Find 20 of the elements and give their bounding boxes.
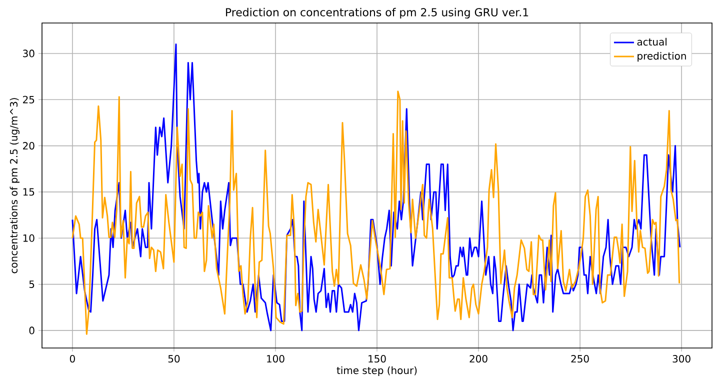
line-series — [72, 90, 680, 335]
y-tick-label: 10 — [23, 234, 34, 242]
chart-title: Prediction on concentrations of pm 2.5 using GRU ver.1 — [226, 8, 528, 18]
x-tick-label: 50 — [168, 355, 180, 363]
y-tick-label: 5 — [29, 280, 34, 288]
x-tick-label: 100 — [267, 355, 284, 363]
y-tick-label: 25 — [23, 96, 34, 104]
x-tick-label: 150 — [368, 355, 386, 363]
y-tick-label: 0 — [29, 326, 34, 334]
y-tick-label: 15 — [23, 188, 34, 196]
y-tick-label: 20 — [23, 142, 34, 150]
x-tick-label: 0 — [70, 355, 75, 363]
x-tick-label: 200 — [470, 355, 488, 363]
y-tick-label: 30 — [23, 50, 34, 58]
x-axis-title: time step (hour) — [336, 366, 417, 376]
y-axis-title: concentrations of pm 2.5 (ug/m^3) — [10, 98, 20, 274]
legend-label: prediction — [638, 52, 686, 62]
x-tick-label: 300 — [672, 355, 690, 363]
x-tick-label: 250 — [571, 355, 589, 363]
legend-label: actual — [637, 38, 666, 46]
